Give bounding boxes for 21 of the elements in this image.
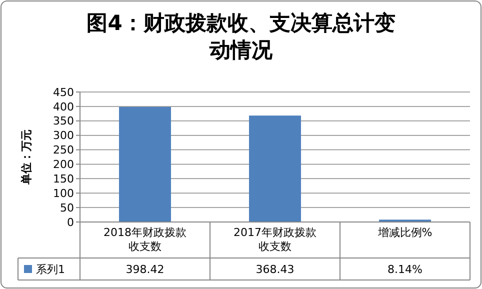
y-tick-label: 250 bbox=[53, 144, 74, 157]
y-tick-label: 350 bbox=[53, 114, 74, 128]
x-tick-label: 增减比例% bbox=[376, 226, 432, 239]
y-tick-label: 200 bbox=[53, 158, 74, 172]
chart-title: 图4：财政拨款收、支决算总计变动情况 bbox=[86, 11, 396, 62]
bar bbox=[249, 116, 301, 222]
data-label: 368.43 bbox=[256, 263, 294, 276]
x-tick-label: 2018年财政拨款收支数 bbox=[104, 226, 186, 253]
y-tick-label: 100 bbox=[53, 186, 74, 200]
y-tick-label: 150 bbox=[53, 172, 74, 186]
x-tick-label: 2017年财政拨款收支数 bbox=[234, 226, 316, 253]
legend-label: 系列1 bbox=[36, 263, 65, 276]
y-tick-label: 50 bbox=[60, 201, 74, 214]
y-tick-label: 0 bbox=[67, 216, 74, 229]
data-label: 8.14% bbox=[388, 263, 422, 276]
data-label: 398.42 bbox=[126, 263, 164, 276]
y-tick-label: 300 bbox=[53, 129, 74, 142]
y-axis-title: 单位：万元 bbox=[20, 130, 33, 186]
bar bbox=[119, 106, 171, 222]
y-tick-label: 400 bbox=[53, 100, 74, 114]
y-tick-label: 450 bbox=[53, 86, 74, 99]
